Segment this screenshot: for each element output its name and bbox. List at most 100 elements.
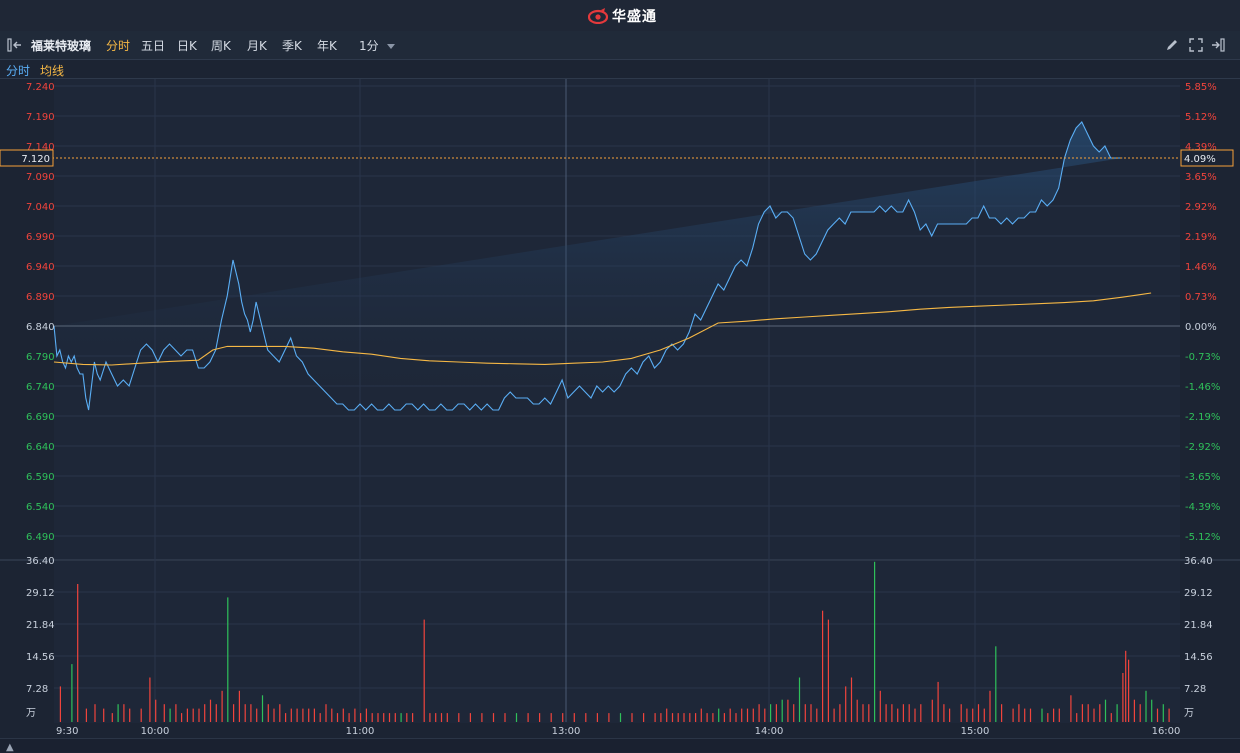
volume-bar — [1110, 713, 1112, 722]
volume-bar — [874, 561, 876, 722]
volume-bar — [550, 713, 552, 722]
volume-bar — [103, 708, 105, 722]
volume-bar — [221, 690, 223, 722]
volume-bar — [856, 699, 858, 722]
time-label: 15:00 — [961, 726, 990, 737]
volume-bar — [746, 708, 749, 722]
volume-bar — [1122, 673, 1124, 722]
volume-bar — [770, 704, 772, 722]
volume-bar — [798, 677, 801, 722]
volume-bar — [371, 713, 373, 722]
volume-bar — [1116, 704, 1118, 722]
volume-bar — [342, 708, 344, 722]
volume-bar — [723, 713, 725, 722]
volume-bar — [822, 610, 824, 722]
volume-bar — [492, 713, 495, 722]
volume-bar — [123, 704, 125, 722]
volume-bar — [400, 713, 402, 722]
volume-bar — [596, 713, 598, 722]
tab-five-day[interactable]: 五日 — [141, 39, 166, 53]
volume-bar — [897, 708, 899, 722]
volume-tick-label: 7.28 — [1184, 684, 1206, 695]
volume-bar — [1041, 708, 1043, 722]
volume-bar — [149, 677, 151, 722]
volume-bar — [1018, 704, 1020, 722]
tab-month-k[interactable]: 月K — [247, 39, 267, 53]
volume-bar — [227, 597, 229, 722]
tab-year-k[interactable]: 年K — [317, 39, 337, 53]
volume-bar — [1145, 690, 1147, 722]
price-tick-label: 6.590 — [26, 472, 55, 483]
price-tick-label: 7.240 — [26, 82, 55, 93]
pct-tick-label: 2.92% — [1185, 202, 1217, 213]
interval-dropdown[interactable]: 1分 — [359, 37, 395, 54]
exit-icon[interactable] — [1211, 38, 1225, 52]
volume-bar — [1128, 659, 1130, 722]
tab-week-k[interactable]: 周K — [211, 39, 231, 53]
volume-bar — [1047, 713, 1049, 722]
volume-bar — [129, 708, 131, 722]
volume-bar — [313, 708, 315, 722]
pct-tick-label: 5.12% — [1185, 112, 1217, 123]
pencil-icon[interactable] — [1165, 38, 1179, 52]
volume-bar — [1053, 708, 1055, 722]
volume-bar — [1001, 704, 1003, 722]
volume-bar — [793, 704, 795, 722]
sidebar-toggle-icon[interactable] — [7, 38, 23, 52]
tab-quarter-k[interactable]: 季K — [282, 39, 302, 53]
volume-bar — [429, 713, 431, 722]
volume-bar — [879, 690, 881, 722]
price-line — [53, 121, 1123, 411]
current-price-text: 7.120 — [21, 154, 50, 165]
volume-bar — [111, 713, 113, 722]
legend-row: 分时 均线 — [0, 60, 1240, 79]
time-label: 10:00 — [141, 726, 170, 737]
fullscreen-icon[interactable] — [1189, 38, 1203, 52]
volume-tick-label: 29.12 — [26, 588, 55, 599]
volume-bar — [1070, 695, 1072, 722]
price-tick-label: 6.740 — [26, 382, 55, 393]
volume-bar — [77, 584, 79, 722]
volume-bar — [920, 704, 922, 722]
price-tick-label: 6.490 — [26, 532, 55, 543]
huasheng-logo-icon — [588, 8, 608, 24]
volume-bar — [458, 713, 460, 722]
volume-bar — [868, 704, 870, 722]
volume-bar — [781, 699, 783, 722]
pct-tick-label: 0.00% — [1185, 322, 1217, 333]
volume-bar — [960, 704, 962, 722]
pct-tick-label: 0.73% — [1185, 292, 1217, 303]
volume-bar — [394, 713, 396, 722]
bottom-tab-bar: ▲ — [0, 738, 1240, 753]
volume-bar — [1081, 704, 1083, 722]
volume-bar — [273, 708, 275, 722]
volume-bar — [290, 708, 292, 722]
volume-bar — [741, 708, 743, 722]
price-tick-label: 6.990 — [26, 232, 55, 243]
volume-bar — [1099, 704, 1101, 722]
volume-bar — [175, 704, 177, 722]
volume-bar — [752, 708, 754, 722]
time-label: 11:00 — [346, 726, 375, 737]
tab-fenshi[interactable]: 分时 — [106, 39, 131, 53]
pct-tick-label: 3.65% — [1185, 172, 1217, 183]
tab-day-k[interactable]: 日K — [177, 39, 197, 53]
avg-line — [53, 292, 1152, 366]
volume-bar — [388, 713, 391, 722]
chart-toolbar: 福莱特玻璃 分时 五日 日K 周K 月K 季K 年K 1分 — [0, 31, 1240, 60]
volume-bar — [1029, 708, 1032, 722]
volume-bar — [914, 708, 916, 722]
volume-bar — [209, 699, 212, 722]
volume-bar — [631, 713, 633, 722]
time-label: 14:00 — [755, 726, 784, 737]
volume-bar — [446, 713, 448, 722]
volume-tick-label: 14.56 — [26, 652, 55, 663]
volume-bar — [643, 713, 645, 722]
volume-bar — [1104, 699, 1107, 722]
chevron-up-icon[interactable]: ▲ — [6, 742, 14, 753]
pct-tick-label: 5.85% — [1185, 82, 1217, 93]
volume-bar — [862, 704, 864, 722]
volume-bar — [989, 690, 991, 722]
volume-bar — [1125, 650, 1127, 722]
